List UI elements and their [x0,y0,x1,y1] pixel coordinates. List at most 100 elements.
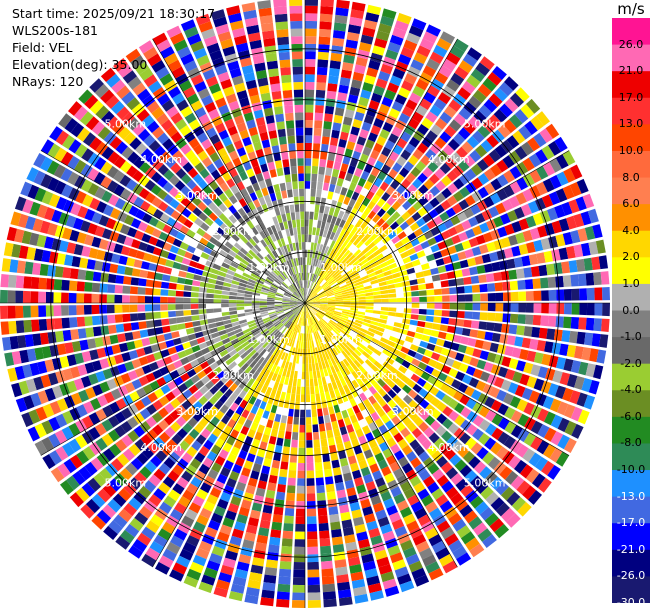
velocity-gate [569,330,578,344]
velocity-gate [242,136,252,147]
velocity-gate [216,473,228,485]
colorbar-swatch [612,204,650,232]
velocity-gate [329,374,336,383]
velocity-gate [382,348,391,357]
velocity-gate [312,227,317,236]
velocity-gate [448,279,457,287]
velocity-gate [306,280,309,288]
velocity-gate [498,82,514,97]
velocity-gate [544,427,557,442]
velocity-gate [262,393,270,403]
velocity-gate [355,452,366,462]
velocity-gate [146,404,157,415]
velocity-gate [215,241,225,249]
velocity-gate [254,431,263,441]
velocity-gate [71,256,81,268]
velocity-gate [464,470,478,483]
velocity-gate [248,349,257,357]
velocity-gate [512,130,526,145]
velocity-gate [277,430,285,439]
velocity-gate [459,432,471,445]
range-ring-label: 3.00km [176,189,218,202]
velocity-gate [114,314,123,323]
velocity-gate [385,185,396,196]
velocity-gate [39,263,49,276]
velocity-gate [352,118,363,129]
velocity-gate [294,347,298,356]
velocity-gate [301,288,304,296]
velocity-gate [198,395,208,406]
velocity-gate [120,245,131,256]
velocity-gate [240,546,253,557]
velocity-gate [320,303,328,306]
velocity-gate [282,297,291,300]
velocity-gate [171,433,183,445]
velocity-gate [305,81,315,90]
velocity-gate [328,320,336,327]
velocity-gate [305,297,311,303]
velocity-gate [185,464,197,476]
velocity-gate [406,379,416,389]
velocity-gate [347,165,356,175]
velocity-gate [228,334,238,342]
velocity-gate [283,245,288,254]
velocity-gate [441,365,452,375]
velocity-gate [566,215,577,230]
velocity-gate [305,300,313,303]
velocity-gate [305,36,317,44]
velocity-gate [335,263,343,271]
velocity-gate [107,284,116,293]
velocity-gate [598,255,608,270]
velocity-gate [252,289,261,294]
velocity-gate [40,374,52,388]
velocity-gate [66,242,77,254]
velocity-gate [392,559,407,571]
velocity-gate [450,473,464,486]
velocity-gate [225,357,234,366]
velocity-gate [334,435,343,445]
velocity-gate [303,303,305,311]
velocity-gate [497,403,509,416]
velocity-gate [249,360,257,369]
velocity-gate [320,270,326,278]
velocity-gate [485,409,497,422]
velocity-gate [291,275,296,283]
velocity-gate [113,58,128,72]
velocity-gate [446,195,458,207]
velocity-gate [185,327,195,335]
velocity-gate [287,416,293,425]
velocity-gate [140,396,152,407]
velocity-gate [235,42,249,53]
velocity-gate [169,228,179,238]
velocity-gate [290,322,295,331]
velocity-gate [101,190,113,203]
velocity-gate [269,337,277,345]
velocity-gate [183,297,191,303]
velocity-gate [168,186,180,198]
velocity-gate [414,507,427,520]
velocity-gate [330,452,339,461]
velocity-gate [524,279,534,290]
velocity-gate [331,528,342,538]
velocity-gate [493,272,502,282]
range-ring-label: 5.00km [464,117,506,130]
velocity-gate [61,317,70,329]
velocity-gate [359,153,369,164]
velocity-gate [338,320,346,326]
velocity-gate [518,243,529,255]
velocity-gate [291,51,303,60]
velocity-gate [509,313,519,324]
velocity-gate [131,239,141,249]
velocity-gate [452,546,467,560]
velocity-gate [203,265,213,273]
velocity-gate [272,269,280,276]
velocity-gate [288,408,294,417]
velocity-gate [30,305,39,318]
velocity-gate [336,442,345,452]
velocity-gate [471,389,482,401]
velocity-gate [289,300,298,302]
velocity-gate [250,134,261,144]
velocity-gate [318,278,324,286]
velocity-gate [351,327,360,333]
velocity-gate [227,60,240,71]
